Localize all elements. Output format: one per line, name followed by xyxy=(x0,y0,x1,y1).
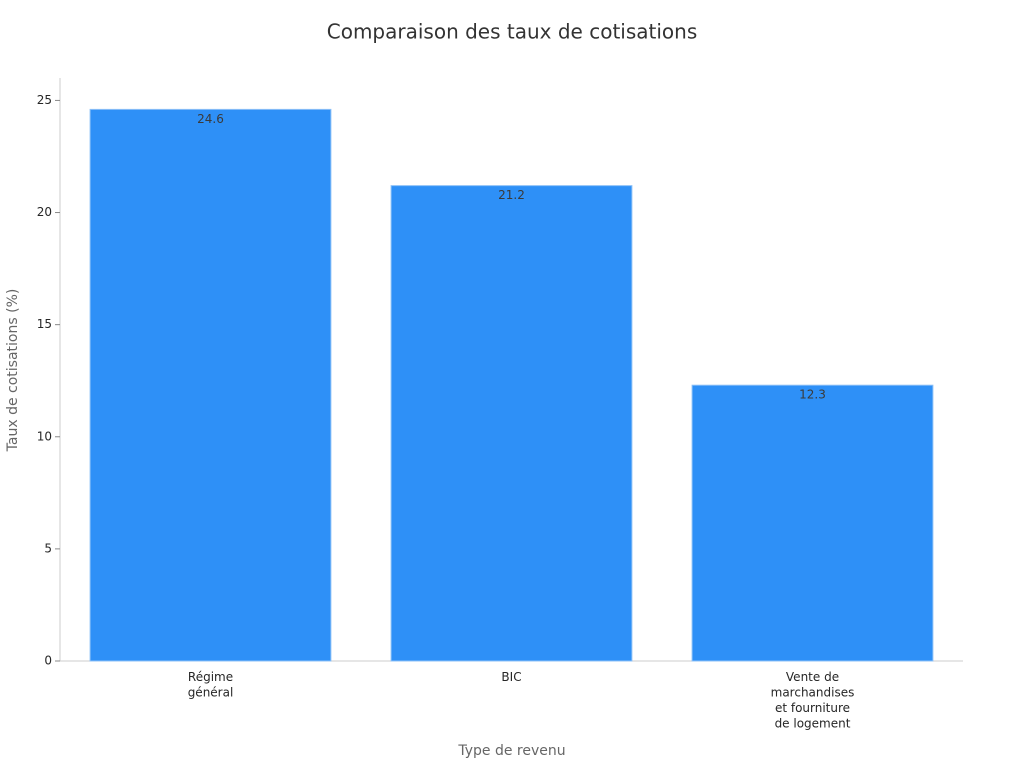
x-tick-label-line: BIC xyxy=(501,670,521,684)
y-tick-label: 0 xyxy=(44,654,52,668)
value-label: 24.6 xyxy=(197,112,224,126)
x-tick-label-line: et fourniture xyxy=(775,701,850,715)
bar xyxy=(89,108,332,662)
x-tick-label-line: de logement xyxy=(775,716,851,730)
x-tick-label-line: marchandises xyxy=(771,685,855,699)
bar xyxy=(390,185,633,662)
chart-title: Comparaison des taux de cotisations xyxy=(327,20,698,44)
x-tick-label: Vente de marchandises et fourniture de loge… xyxy=(771,670,855,731)
y-tick-label: 15 xyxy=(37,317,52,331)
y-axis-title: Taux de cotisations (%) xyxy=(5,289,21,453)
x-tick-label: Régime général xyxy=(188,670,234,700)
bar xyxy=(691,384,934,662)
x-tick-label-line: général xyxy=(188,685,234,699)
x-tick-label-line: Régime xyxy=(188,670,233,684)
y-tick-label: 5 xyxy=(44,541,52,555)
x-tick-label: BIC xyxy=(501,670,521,684)
value-label: 21.2 xyxy=(498,188,525,202)
value-label: 12.3 xyxy=(799,388,826,402)
y-tick-label: 10 xyxy=(37,429,52,443)
y-tick-label: 20 xyxy=(37,205,52,219)
x-tick-label-line: Vente de xyxy=(786,670,839,684)
x-axis-title: Type de revenu xyxy=(457,743,565,759)
y-tick-label: 25 xyxy=(37,93,52,107)
